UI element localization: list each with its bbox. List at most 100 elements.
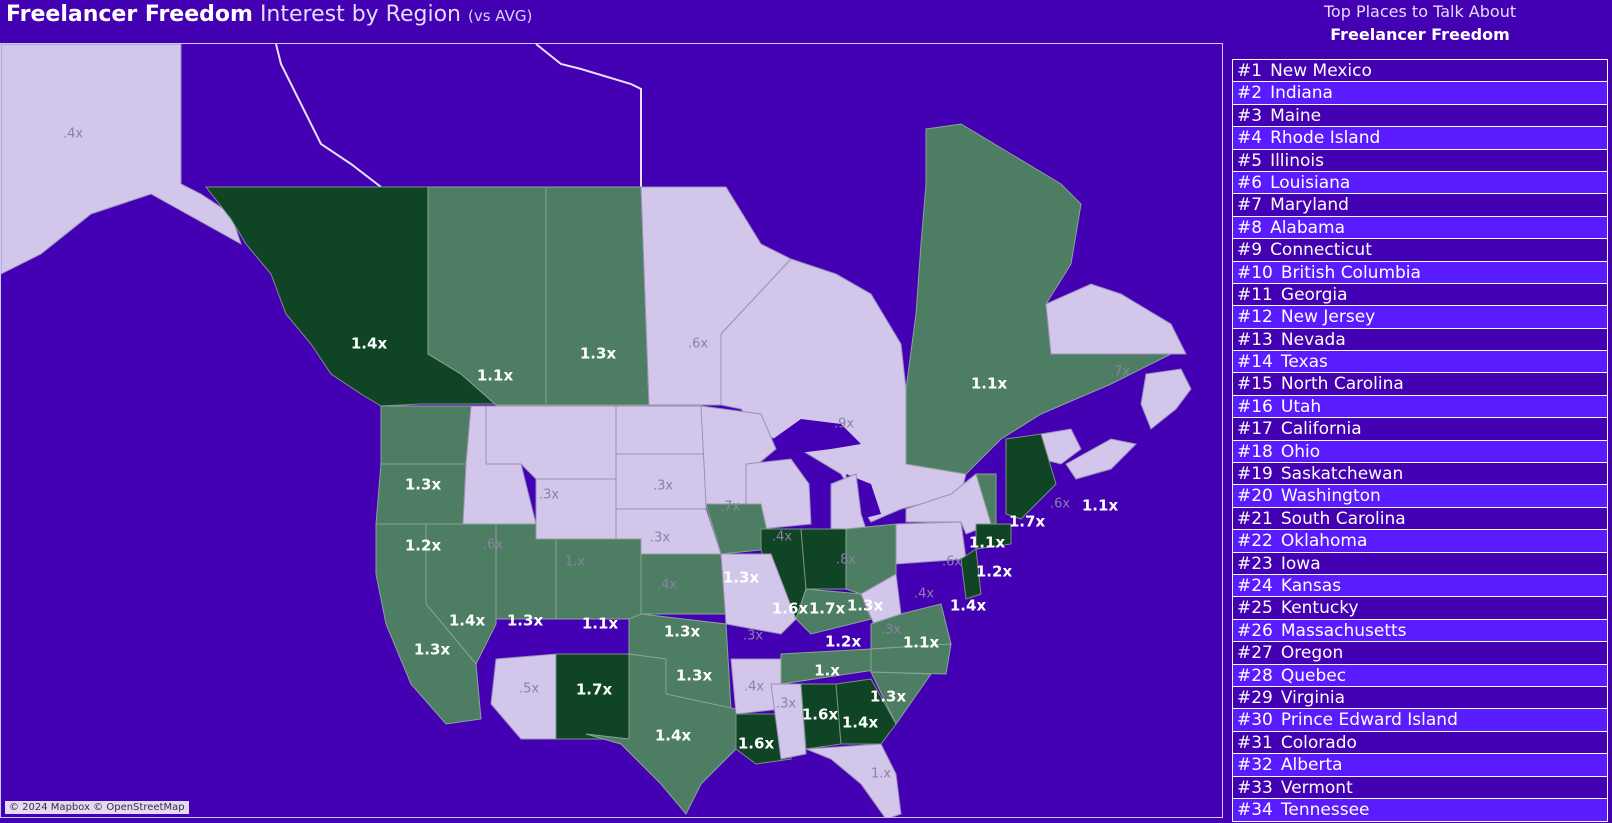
rank-number: #28 [1237, 665, 1273, 686]
region-mississippi[interactable] [770, 683, 807, 760]
label-nebraska: .4x [657, 578, 677, 593]
rank-region-name: Utah [1280, 396, 1322, 417]
region-north-dakota[interactable] [615, 405, 707, 455]
label-saskatchewan: 1.3x [580, 345, 617, 363]
ranking-row[interactable]: #29 Virginia [1233, 686, 1607, 710]
label-oregon: 1.2x [405, 537, 442, 555]
rank-region-name: North Carolina [1280, 374, 1404, 395]
region-georgia[interactable] [835, 678, 897, 745]
region-maine[interactable] [1005, 433, 1057, 520]
ranking-row[interactable]: #34 Tennessee [1233, 798, 1607, 822]
ranking-row[interactable]: #11 Georgia [1233, 283, 1607, 307]
ranking-row[interactable]: #30 Prince Edward Island [1233, 709, 1607, 732]
region-quebec[interactable] [905, 123, 1172, 475]
ranking-row[interactable]: #7 Maryland [1233, 194, 1607, 217]
ranking-row[interactable]: #5 Illinois [1233, 149, 1607, 172]
ranking-row[interactable]: #9 Connecticut [1233, 239, 1607, 262]
region-california[interactable] [375, 523, 482, 725]
map-panel[interactable]: .4x 1.4x 1.1x 1.3x .6x .9x 1.1x .7x .6x … [0, 43, 1223, 818]
ranking-row[interactable]: #1 New Mexico [1233, 60, 1607, 83]
ranking-row[interactable]: #2 Indiana [1233, 82, 1607, 105]
region-new-jersey[interactable] [960, 548, 982, 600]
label-west-virginia: .3x [881, 623, 901, 638]
ranking-row[interactable]: #21 South Carolina [1233, 507, 1607, 531]
rank-number: #13 [1237, 329, 1273, 350]
ranking-row[interactable]: #4 Rhode Island [1233, 127, 1607, 150]
ranking-row[interactable]: #17 California [1233, 418, 1607, 441]
rank-region-name: Nevada [1280, 329, 1346, 350]
rank-region-name: Colorado [1280, 732, 1357, 753]
region-kansas[interactable] [640, 553, 727, 615]
region-nova-scotia[interactable] [1065, 438, 1138, 480]
rank-region-name: Maryland [1270, 195, 1349, 216]
ranking-row[interactable]: #15 North Carolina [1233, 373, 1607, 396]
label-new-york: .6x [942, 555, 962, 570]
rank-region-name: Vermont [1280, 777, 1353, 798]
rank-region-name: Quebec [1280, 665, 1347, 686]
label-mississippi: .3x [776, 697, 796, 712]
territory-border [535, 44, 642, 187]
label-missouri: .3x [743, 629, 763, 644]
label-arkansas: .4x [744, 680, 764, 695]
rank-number: #21 [1237, 508, 1273, 529]
ranking-row[interactable]: #33 Vermont [1233, 776, 1607, 799]
ranking-row[interactable]: #24 Kansas [1233, 574, 1607, 598]
region-saskatchewan[interactable] [545, 186, 650, 406]
ranking-row[interactable]: #6 Louisiana [1233, 171, 1607, 195]
ranking-row[interactable]: #14 Texas [1233, 351, 1607, 374]
title-subject: Freelancer Freedom [6, 2, 253, 27]
region-florida[interactable] [805, 743, 902, 818]
ranking-row[interactable]: #22 Oklahoma [1233, 530, 1607, 553]
rank-region-name: California [1280, 419, 1362, 440]
territory-border [275, 44, 382, 188]
region-virginia[interactable] [870, 603, 952, 650]
region-newfoundland[interactable] [1045, 283, 1192, 430]
rank-region-name: Kentucky [1280, 598, 1359, 619]
label-oklahoma: 1.3x [676, 667, 713, 685]
label-kansas: 1.3x [664, 623, 701, 641]
ranking-row[interactable]: #32 Alberta [1233, 754, 1607, 777]
rank-number: #34 [1237, 799, 1273, 820]
ranking-row[interactable]: #16 Utah [1233, 395, 1607, 419]
ranking-row[interactable]: #8 Alabama [1233, 216, 1607, 240]
rank-region-name: Connecticut [1270, 240, 1372, 261]
rank-number: #9 [1237, 240, 1263, 261]
region-oregon[interactable] [375, 463, 467, 525]
region-labels: .4x 1.4x 1.1x 1.3x .6x .9x 1.1x .7x .6x … [63, 127, 1130, 782]
ranking-row[interactable]: #3 Maine [1233, 104, 1607, 128]
region-alaska[interactable] [1, 44, 242, 275]
label-ontario: .9x [834, 417, 854, 432]
region-missouri[interactable] [720, 553, 797, 635]
region-connecticut[interactable] [975, 523, 1012, 550]
ranking-row[interactable]: #23 Iowa [1233, 552, 1607, 575]
ranking-row[interactable]: #19 Saskatchewan [1233, 463, 1607, 486]
rank-region-name: Oregon [1280, 643, 1344, 664]
ranking-row[interactable]: #28 Quebec [1233, 664, 1607, 687]
ranking-row[interactable]: #25 Kentucky [1233, 597, 1607, 620]
ranking-row[interactable]: #27 Oregon [1233, 642, 1607, 665]
map-attribution[interactable]: © 2024 Mapbox © OpenStreetMap [5, 801, 189, 814]
rank-number: #15 [1237, 374, 1273, 395]
region-north-carolina[interactable] [870, 643, 952, 675]
ranking-row[interactable]: #31 Colorado [1233, 731, 1607, 755]
region-arizona[interactable] [490, 653, 557, 740]
region-colorado[interactable] [555, 538, 642, 620]
ranking-row[interactable]: #18 Ohio [1233, 440, 1607, 464]
ranking-row[interactable]: #10 British Columbia [1233, 261, 1607, 284]
rank-region-name: Georgia [1280, 284, 1348, 305]
rank-region-name: Saskatchewan [1280, 464, 1404, 485]
label-alaska: .4x [63, 127, 83, 142]
ranking-row[interactable]: #20 Washington [1233, 485, 1607, 508]
rank-region-name: Illinois [1270, 150, 1325, 171]
region-washington[interactable] [380, 405, 472, 465]
label-new-brunswick: .6x [1050, 497, 1070, 512]
ranking-row[interactable]: #26 Massachusetts [1233, 619, 1607, 643]
label-quebec: 1.1x [971, 375, 1008, 393]
rank-number: #2 [1237, 83, 1263, 104]
region-map[interactable]: .4x 1.4x 1.1x 1.3x .6x .9x 1.1x .7x .6x … [1, 44, 1223, 818]
label-georgia: 1.4x [842, 714, 879, 732]
ranking-row[interactable]: #12 New Jersey [1233, 306, 1607, 329]
region-texas[interactable] [585, 653, 737, 815]
ranking-row[interactable]: #13 Nevada [1233, 328, 1607, 352]
label-maine: 1.7x [1009, 513, 1046, 531]
